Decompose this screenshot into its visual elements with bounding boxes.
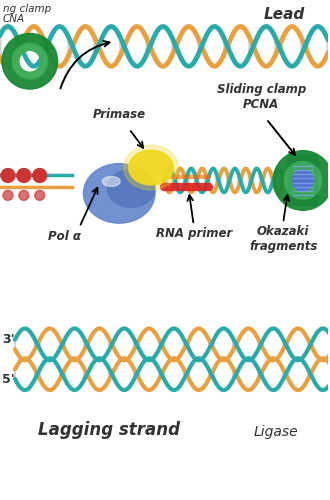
Text: Lagging strand: Lagging strand xyxy=(38,420,180,438)
FancyBboxPatch shape xyxy=(288,156,318,206)
Circle shape xyxy=(33,168,47,182)
Text: 3': 3' xyxy=(2,333,15,346)
Text: CNA: CNA xyxy=(3,14,25,24)
Ellipse shape xyxy=(107,170,155,207)
Circle shape xyxy=(3,190,13,200)
Text: Sliding clamp
PCNA: Sliding clamp PCNA xyxy=(216,83,306,111)
Text: ng clamp: ng clamp xyxy=(3,4,51,14)
Ellipse shape xyxy=(124,145,178,190)
Text: Primase: Primase xyxy=(93,108,146,121)
Circle shape xyxy=(35,190,45,200)
Circle shape xyxy=(19,190,29,200)
Circle shape xyxy=(1,168,15,182)
Circle shape xyxy=(17,168,31,182)
Text: RNA primer: RNA primer xyxy=(155,227,232,240)
Text: Pol α: Pol α xyxy=(48,230,81,243)
Text: Okazaki
fragments: Okazaki fragments xyxy=(249,225,317,253)
Ellipse shape xyxy=(102,176,120,186)
Text: 5': 5' xyxy=(2,372,15,386)
Text: Ligase: Ligase xyxy=(254,424,298,438)
Ellipse shape xyxy=(83,164,155,223)
Text: Lead: Lead xyxy=(263,6,305,22)
Ellipse shape xyxy=(129,150,173,185)
